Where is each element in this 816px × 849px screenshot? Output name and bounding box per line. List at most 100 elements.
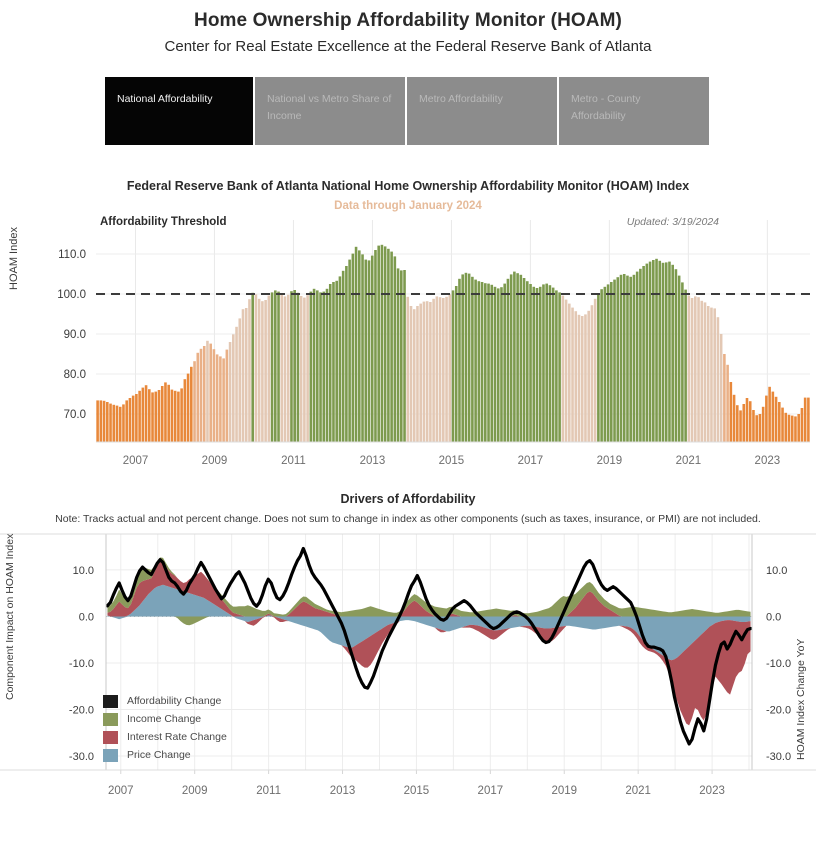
- hoam-bar: [196, 352, 200, 442]
- hoam-bar: [626, 275, 629, 442]
- hoam-bar: [160, 386, 164, 442]
- hoam-bar: [225, 349, 229, 442]
- hoam-bar: [341, 270, 345, 442]
- hoam-bar: [706, 306, 710, 442]
- hoam-bar: [348, 259, 351, 442]
- x-tick-2017: 2017: [518, 455, 544, 467]
- hoam-bar: [748, 401, 752, 442]
- hoam-bar: [383, 246, 387, 442]
- hoam-bar: [167, 384, 170, 442]
- hoam-bar: [787, 414, 791, 442]
- hoam-bar: [448, 294, 452, 442]
- hoam-bar: [264, 300, 267, 442]
- hoam-bar: [580, 316, 584, 442]
- hoam-bar: [115, 405, 119, 442]
- tab-metro-county-affordability[interactable]: Metro - County Affordability: [559, 77, 709, 145]
- hoam-bar: [299, 296, 303, 442]
- x-tick-2009: 2009: [202, 455, 228, 467]
- tab-metro-affordability[interactable]: Metro Affordability: [407, 77, 557, 145]
- x-tick-2013: 2013: [360, 455, 386, 467]
- hoam-bar: [490, 284, 494, 442]
- x-tick-2019: 2019: [597, 455, 623, 467]
- hoam-bar: [732, 394, 736, 442]
- drivers-x-tick-2017: 2017: [478, 785, 504, 797]
- hoam-bar: [593, 298, 597, 442]
- hoam-bar: [758, 414, 762, 442]
- tab-national-affordability[interactable]: National Affordability: [105, 77, 253, 145]
- x-tick-2007: 2007: [123, 455, 149, 467]
- hoam-bar: [522, 278, 526, 442]
- updated-timestamp: Updated: 3/19/2024: [626, 216, 719, 228]
- tab-national-vs-metro-share-of-income[interactable]: National vs Metro Share of Income: [255, 77, 405, 145]
- hoam-bar: [387, 248, 390, 442]
- hoam-bar: [590, 305, 594, 442]
- hoam-bar: [267, 295, 271, 442]
- right-y-tick--10.0: -10.0: [766, 658, 791, 670]
- hoam-bar: [212, 349, 216, 442]
- hoam-bar: [790, 415, 794, 442]
- hoam-bar: [332, 282, 335, 442]
- hoam-bar: [794, 416, 797, 442]
- hoam-bar: [141, 387, 145, 442]
- hoam-bar: [613, 279, 616, 442]
- hoam-bar: [622, 274, 626, 442]
- hoam-index-chart-subtitle: Data through January 2024: [334, 200, 482, 212]
- hoam-bar: [112, 404, 116, 442]
- interest-rate-change-area: [107, 616, 751, 726]
- drivers-left-y-axis-label: Component Impact on HOAM Index: [4, 533, 16, 700]
- hoam-bar: [400, 270, 403, 442]
- drivers-chart: 10.0 10.0 0.0 0.0 -10.0 -10.0 -20.0 -20.0 -30.0 -…: [0, 530, 816, 820]
- hoam-bar: [277, 291, 280, 442]
- hoam-bar: [616, 277, 620, 442]
- hoam-bar: [765, 395, 768, 442]
- y-tick-70.0: 70.0: [64, 409, 86, 421]
- hoam-bar: [215, 354, 219, 442]
- hoam-bar: [228, 342, 232, 442]
- hoam-bar: [173, 390, 177, 442]
- hoam-bar: [122, 404, 125, 442]
- x-tick-2011: 2011: [281, 455, 306, 467]
- hoam-bar: [232, 334, 235, 442]
- x-tick-2021: 2021: [676, 455, 702, 467]
- left-y-tick-0.0: 0.0: [79, 611, 94, 623]
- hoam-bar: [710, 307, 713, 442]
- legend-swatch-interest-rate-change: [103, 730, 118, 744]
- hoam-bar: [629, 276, 632, 442]
- hoam-bar: [571, 307, 574, 442]
- hoam-bar: [652, 260, 655, 442]
- hoam-bar: [261, 301, 264, 442]
- hoam-bar: [131, 395, 135, 442]
- hoam-bar: [364, 259, 368, 442]
- hoam-bar: [493, 286, 497, 442]
- hoam-bar: [619, 274, 623, 442]
- hoam-bar: [177, 391, 180, 442]
- hoam-bar: [164, 382, 167, 442]
- hoam-bar: [345, 266, 348, 442]
- hoam-bar: [274, 290, 277, 442]
- hoam-bar: [506, 278, 510, 442]
- hoam-bar: [807, 397, 810, 442]
- hoam-bar: [328, 284, 332, 442]
- hoam-bar: [138, 390, 141, 442]
- hoam-bar: [209, 343, 212, 442]
- hoam-bar: [645, 263, 649, 442]
- drivers-x-tick-2021: 2021: [625, 785, 651, 797]
- left-y-tick--20.0: -20.0: [69, 705, 94, 717]
- hoam-bar: [206, 340, 209, 442]
- legend-item-affordability-change: Affordability Change: [103, 692, 227, 710]
- hoam-bar: [551, 287, 555, 442]
- hoam-bar: [726, 364, 729, 442]
- hoam-bar: [380, 244, 384, 442]
- hoam-bar: [435, 296, 439, 442]
- affordability-threshold-label: Affordability Threshold: [100, 216, 227, 228]
- hoam-bar: [700, 300, 704, 442]
- hoam-bar: [118, 406, 122, 442]
- hoam-bar: [186, 373, 190, 442]
- hoam-bar: [170, 389, 174, 442]
- y-tick-100.0: 100.0: [57, 289, 86, 301]
- hoam-bar: [600, 289, 603, 442]
- hoam-bar: [241, 309, 245, 442]
- hoam-bar: [106, 402, 109, 442]
- hoam-bar: [545, 283, 548, 442]
- hoam-bar: [658, 260, 662, 442]
